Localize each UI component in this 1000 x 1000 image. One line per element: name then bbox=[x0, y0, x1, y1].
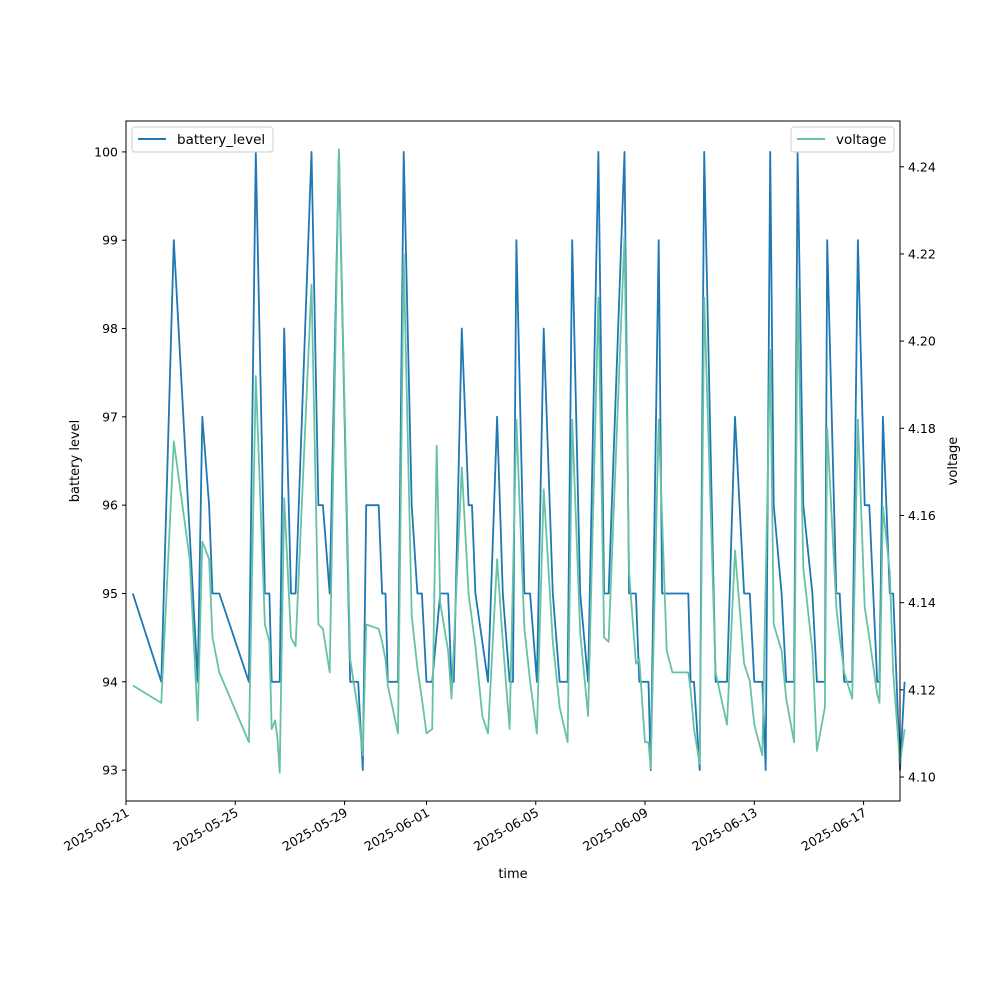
right-tick-label: 4.24 bbox=[908, 159, 936, 174]
right-tick-label: 4.20 bbox=[908, 334, 936, 349]
legend-right: voltage bbox=[790, 126, 895, 153]
right-tick-label: 4.18 bbox=[908, 421, 936, 436]
right-axis-ticks: 4.10 4.12 4.14 4.16 4.18 4.20 4.22 4.24 bbox=[900, 159, 936, 785]
left-tick-label: 94 bbox=[102, 674, 118, 689]
left-tick-label: 93 bbox=[102, 763, 118, 778]
left-tick-label: 95 bbox=[102, 586, 118, 601]
left-tick-label: 98 bbox=[102, 321, 118, 336]
left-tick-label: 97 bbox=[102, 409, 118, 424]
legend-right-box bbox=[790, 126, 895, 153]
left-axis-ticks: 93 94 95 96 97 98 99 100 bbox=[94, 144, 126, 778]
left-axis-label: battery level bbox=[68, 420, 83, 503]
left-tick-label: 96 bbox=[102, 498, 118, 513]
legend-left-box bbox=[131, 126, 274, 153]
right-axis-label: voltage bbox=[946, 437, 961, 486]
right-tick-label: 4.22 bbox=[908, 246, 936, 261]
plot-frame bbox=[125, 120, 901, 802]
legend-label-voltage: voltage bbox=[836, 132, 886, 148]
right-tick-label: 4.10 bbox=[908, 770, 936, 785]
x-axis-label: time bbox=[498, 867, 527, 882]
legend-label-battery-level: battery_level bbox=[177, 132, 265, 148]
series-line-battery-level bbox=[131, 150, 906, 771]
legend-left: battery_level bbox=[131, 126, 274, 153]
left-tick-label: 100 bbox=[94, 144, 118, 159]
series-layer bbox=[131, 148, 906, 774]
right-tick-label: 4.16 bbox=[908, 508, 936, 523]
right-tick-label: 4.14 bbox=[908, 595, 936, 610]
left-tick-label: 99 bbox=[102, 233, 118, 248]
series-line-voltage bbox=[132, 148, 906, 774]
right-tick-label: 4.12 bbox=[908, 682, 936, 697]
